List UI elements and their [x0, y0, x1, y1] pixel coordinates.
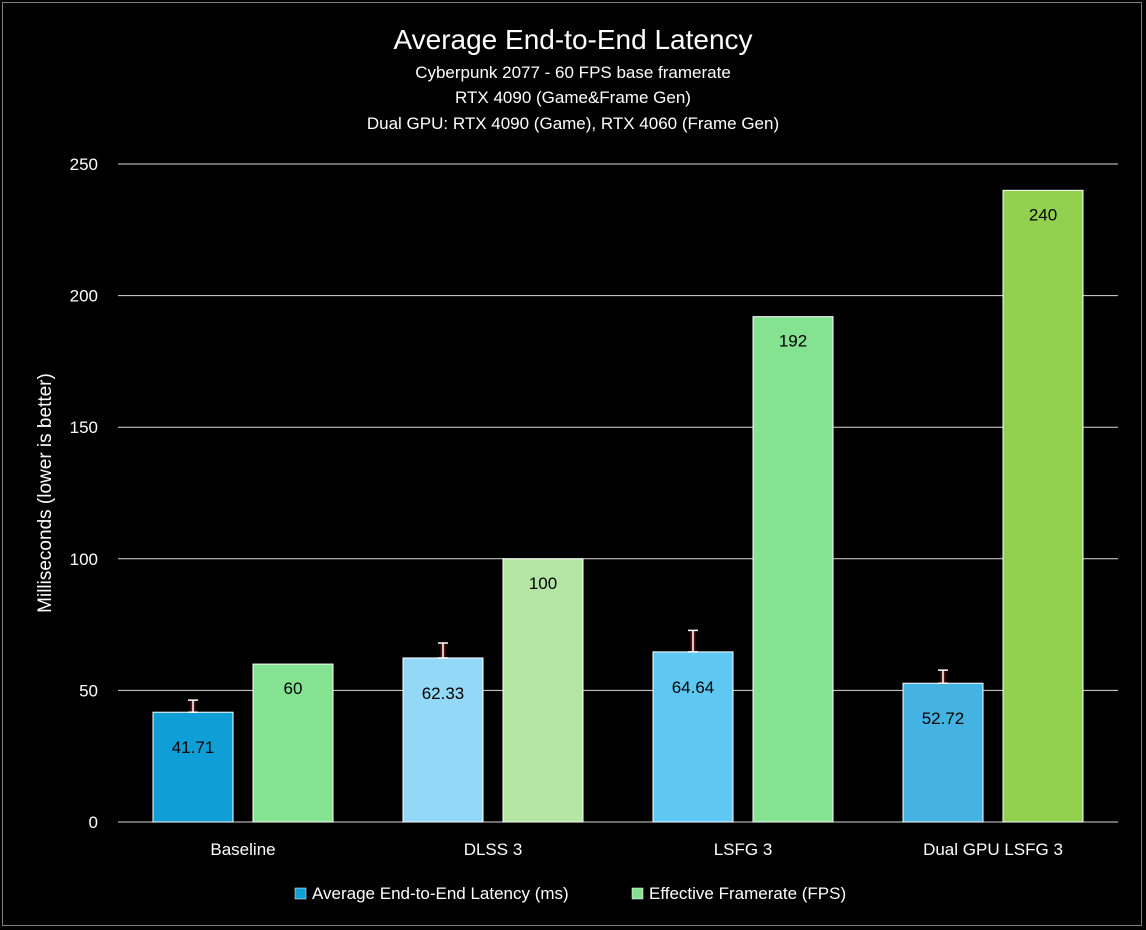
data-label: 64.64: [672, 678, 715, 697]
x-tick-label: Dual GPU LSFG 3: [923, 840, 1063, 859]
x-tick-labels: Baseline DLSS 3 LSFG 3 Dual GPU LSFG 3: [210, 840, 1063, 859]
bar: [152, 711, 234, 823]
bar: [902, 682, 984, 823]
data-label: 60: [284, 679, 303, 698]
legend: Average End-to-End Latency (ms) Effective…: [294, 884, 846, 903]
data-label: 192: [779, 332, 807, 351]
bar: [752, 316, 834, 823]
bars: [152, 189, 1084, 823]
bar: [1002, 189, 1084, 823]
bar: [502, 558, 584, 823]
data-label: 62.33: [422, 684, 465, 703]
chart-subtitle-3: Dual GPU: RTX 4090 (Game), RTX 4060 (Fra…: [367, 114, 779, 133]
y-tick-label: 200: [70, 287, 98, 306]
legend-swatch: [294, 887, 307, 900]
y-tick-label: 0: [89, 813, 98, 832]
data-label: 41.71: [172, 738, 215, 757]
bar: [252, 663, 334, 823]
chart-title: Average End-to-End Latency: [393, 24, 752, 55]
data-label: 52.72: [922, 709, 965, 728]
x-tick-label: Baseline: [210, 840, 275, 859]
y-tick-label: 50: [79, 681, 98, 700]
data-label: 240: [1029, 205, 1057, 224]
y-tick-labels: 0 50 100 150 200 250: [70, 155, 98, 832]
data-label: 100: [529, 574, 557, 593]
bar: [652, 651, 734, 823]
y-tick-label: 150: [70, 418, 98, 437]
y-tick-label: 100: [70, 550, 98, 569]
error-bars: [188, 629, 948, 713]
data-labels: 41.71 60 62.33 100 64.64 192 52.72 240: [172, 205, 1057, 757]
x-tick-label: DLSS 3: [464, 840, 523, 859]
bar: [402, 657, 484, 823]
chart-subtitle-1: Cyberpunk 2077 - 60 FPS base framerate: [415, 63, 731, 82]
y-tick-label: 250: [70, 155, 98, 174]
legend-label: Average End-to-End Latency (ms): [312, 884, 569, 903]
x-tick-label: LSFG 3: [714, 840, 773, 859]
chart-subtitle-2: RTX 4090 (Game&Frame Gen): [455, 88, 691, 107]
legend-swatch: [631, 887, 644, 900]
legend-label: Effective Framerate (FPS): [649, 884, 846, 903]
y-axis-label: Milliseconds (lower is better): [35, 373, 56, 613]
